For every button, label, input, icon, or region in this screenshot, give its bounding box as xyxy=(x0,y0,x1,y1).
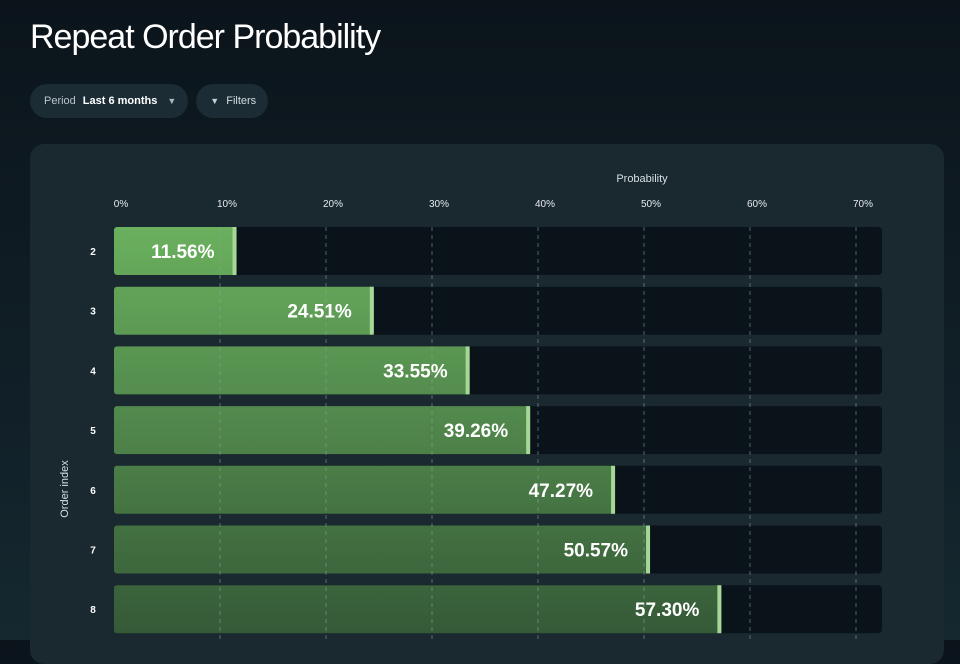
period-select[interactable]: Period Last 6 months ▼ xyxy=(30,84,189,118)
funnel-icon: ▼ xyxy=(210,96,220,106)
bar-edge-5 xyxy=(526,406,531,455)
x-tick-label-20: 20% xyxy=(323,199,343,210)
bar-edge-2 xyxy=(232,227,237,275)
bar-6[interactable] xyxy=(114,465,616,514)
category-label-2: 2 xyxy=(90,247,96,258)
bar-4[interactable] xyxy=(114,346,470,395)
category-label-3: 3 xyxy=(90,307,96,318)
category-label-5: 5 xyxy=(90,426,96,437)
bar-edge-7 xyxy=(646,525,651,574)
data-label-5: 39.26% xyxy=(444,421,509,442)
x-tick-label-60: 60% xyxy=(747,199,767,210)
bar-edge-6 xyxy=(611,465,616,514)
x-tick-label-70: 70% xyxy=(853,199,873,210)
category-label-6: 6 xyxy=(90,486,96,497)
x-tick-label-50: 50% xyxy=(641,199,661,210)
x-tick-label-0: 0% xyxy=(114,199,129,210)
bar-track xyxy=(114,227,882,275)
data-label-3: 24.51% xyxy=(287,302,352,323)
data-label-2: 11.56% xyxy=(151,242,214,263)
period-value: Last 6 months xyxy=(82,95,158,107)
bar-8[interactable] xyxy=(114,585,722,634)
controls-bar: Period Last 6 months ▼ ▼ Filters xyxy=(30,84,269,118)
chevron-down-icon: ▼ xyxy=(167,96,177,106)
category-label-4: 4 xyxy=(90,366,96,377)
period-label: Period xyxy=(44,95,76,107)
data-label-4: 33.55% xyxy=(383,361,448,382)
filters-label: Filters xyxy=(226,95,257,107)
bar-edge-3 xyxy=(369,286,374,335)
data-label-6: 47.27% xyxy=(529,481,594,502)
x-axis-title: Probability xyxy=(616,173,668,185)
data-label-7: 50.57% xyxy=(564,541,629,562)
bar-chart: Probability Order index 0% 10% 20% 30% 40% 50… xyxy=(59,173,882,640)
bar-edge-4 xyxy=(465,346,470,395)
bar-2[interactable] xyxy=(114,227,237,275)
x-tick-label-40: 40% xyxy=(535,199,555,210)
bar-edge-8 xyxy=(717,585,722,634)
bar-5[interactable] xyxy=(114,406,531,455)
x-tick-label-30: 30% xyxy=(429,199,449,210)
y-axis-title: Order index xyxy=(59,460,71,518)
page-title: Repeat Order Probability xyxy=(30,18,381,56)
data-label-8: 57.30% xyxy=(635,600,700,621)
filters-button[interactable]: ▼ Filters xyxy=(196,84,269,118)
category-label-8: 8 xyxy=(90,605,96,616)
bar-3[interactable] xyxy=(114,286,374,335)
chart-panel: Probability Order index 0% 10% 20% 30% 40% 50… xyxy=(30,144,944,664)
bar-7[interactable] xyxy=(114,525,651,574)
x-tick-label-10: 10% xyxy=(217,199,237,210)
category-label-7: 7 xyxy=(90,546,96,557)
